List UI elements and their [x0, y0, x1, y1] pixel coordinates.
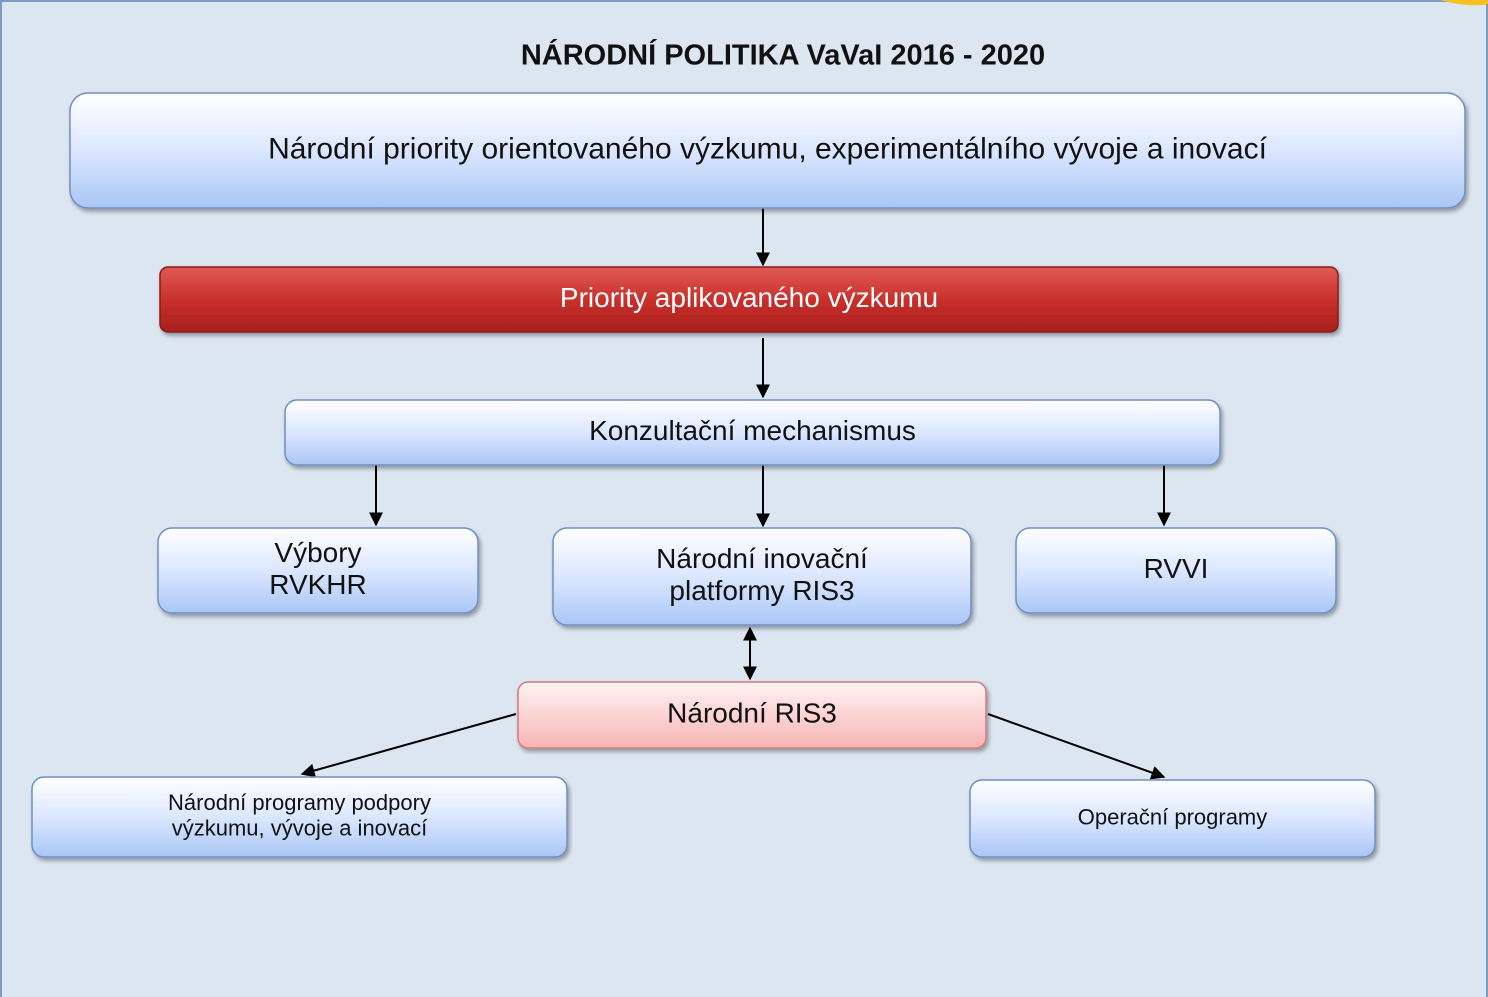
node-label: RVVI — [1144, 553, 1209, 584]
node-box — [159, 266, 1339, 333]
node: Priority aplikovaného výzkumu — [159, 266, 1339, 333]
node: Národní priority orientovaného výzkumu, … — [69, 92, 1466, 209]
edges — [300, 208, 1171, 780]
node: Operační programy — [969, 779, 1376, 858]
arrow — [987, 713, 1166, 780]
node-box — [552, 527, 972, 626]
node-box — [517, 681, 987, 749]
node-box — [284, 399, 1221, 466]
node-label: Výbory — [274, 537, 361, 568]
node-label: výzkumu, vývoje a inovací — [172, 815, 428, 840]
node-label: platformy RIS3 — [669, 575, 854, 606]
node-label: Konzultační mechanismus — [589, 415, 916, 446]
node: RVVI — [1015, 527, 1337, 614]
node-label: Národní RIS3 — [667, 697, 837, 728]
node-label: Operační programy — [1078, 804, 1268, 829]
node-box — [31, 776, 568, 858]
node-label: Národní programy podpory — [168, 790, 431, 815]
node-box — [157, 527, 479, 614]
node-label: RVKHR — [269, 569, 367, 600]
node-label: Národní inovační — [656, 543, 868, 574]
node-box — [969, 779, 1376, 858]
corner-decoration — [1440, 0, 1488, 6]
node-label: Priority aplikovaného výzkumu — [560, 282, 938, 313]
node-box — [69, 92, 1466, 209]
title: NÁRODNÍ POLITIKA VaVaI 2016 - 2020 — [521, 38, 1045, 72]
node-label: Národní priority orientovaného výzkumu, … — [268, 132, 1268, 165]
nodes: Národní priority orientovaného výzkumu, … — [31, 92, 1466, 858]
node: Národní RIS3 — [517, 681, 987, 749]
node-box — [1015, 527, 1337, 614]
node: Konzultační mechanismus — [284, 399, 1221, 466]
arrow — [300, 713, 517, 778]
